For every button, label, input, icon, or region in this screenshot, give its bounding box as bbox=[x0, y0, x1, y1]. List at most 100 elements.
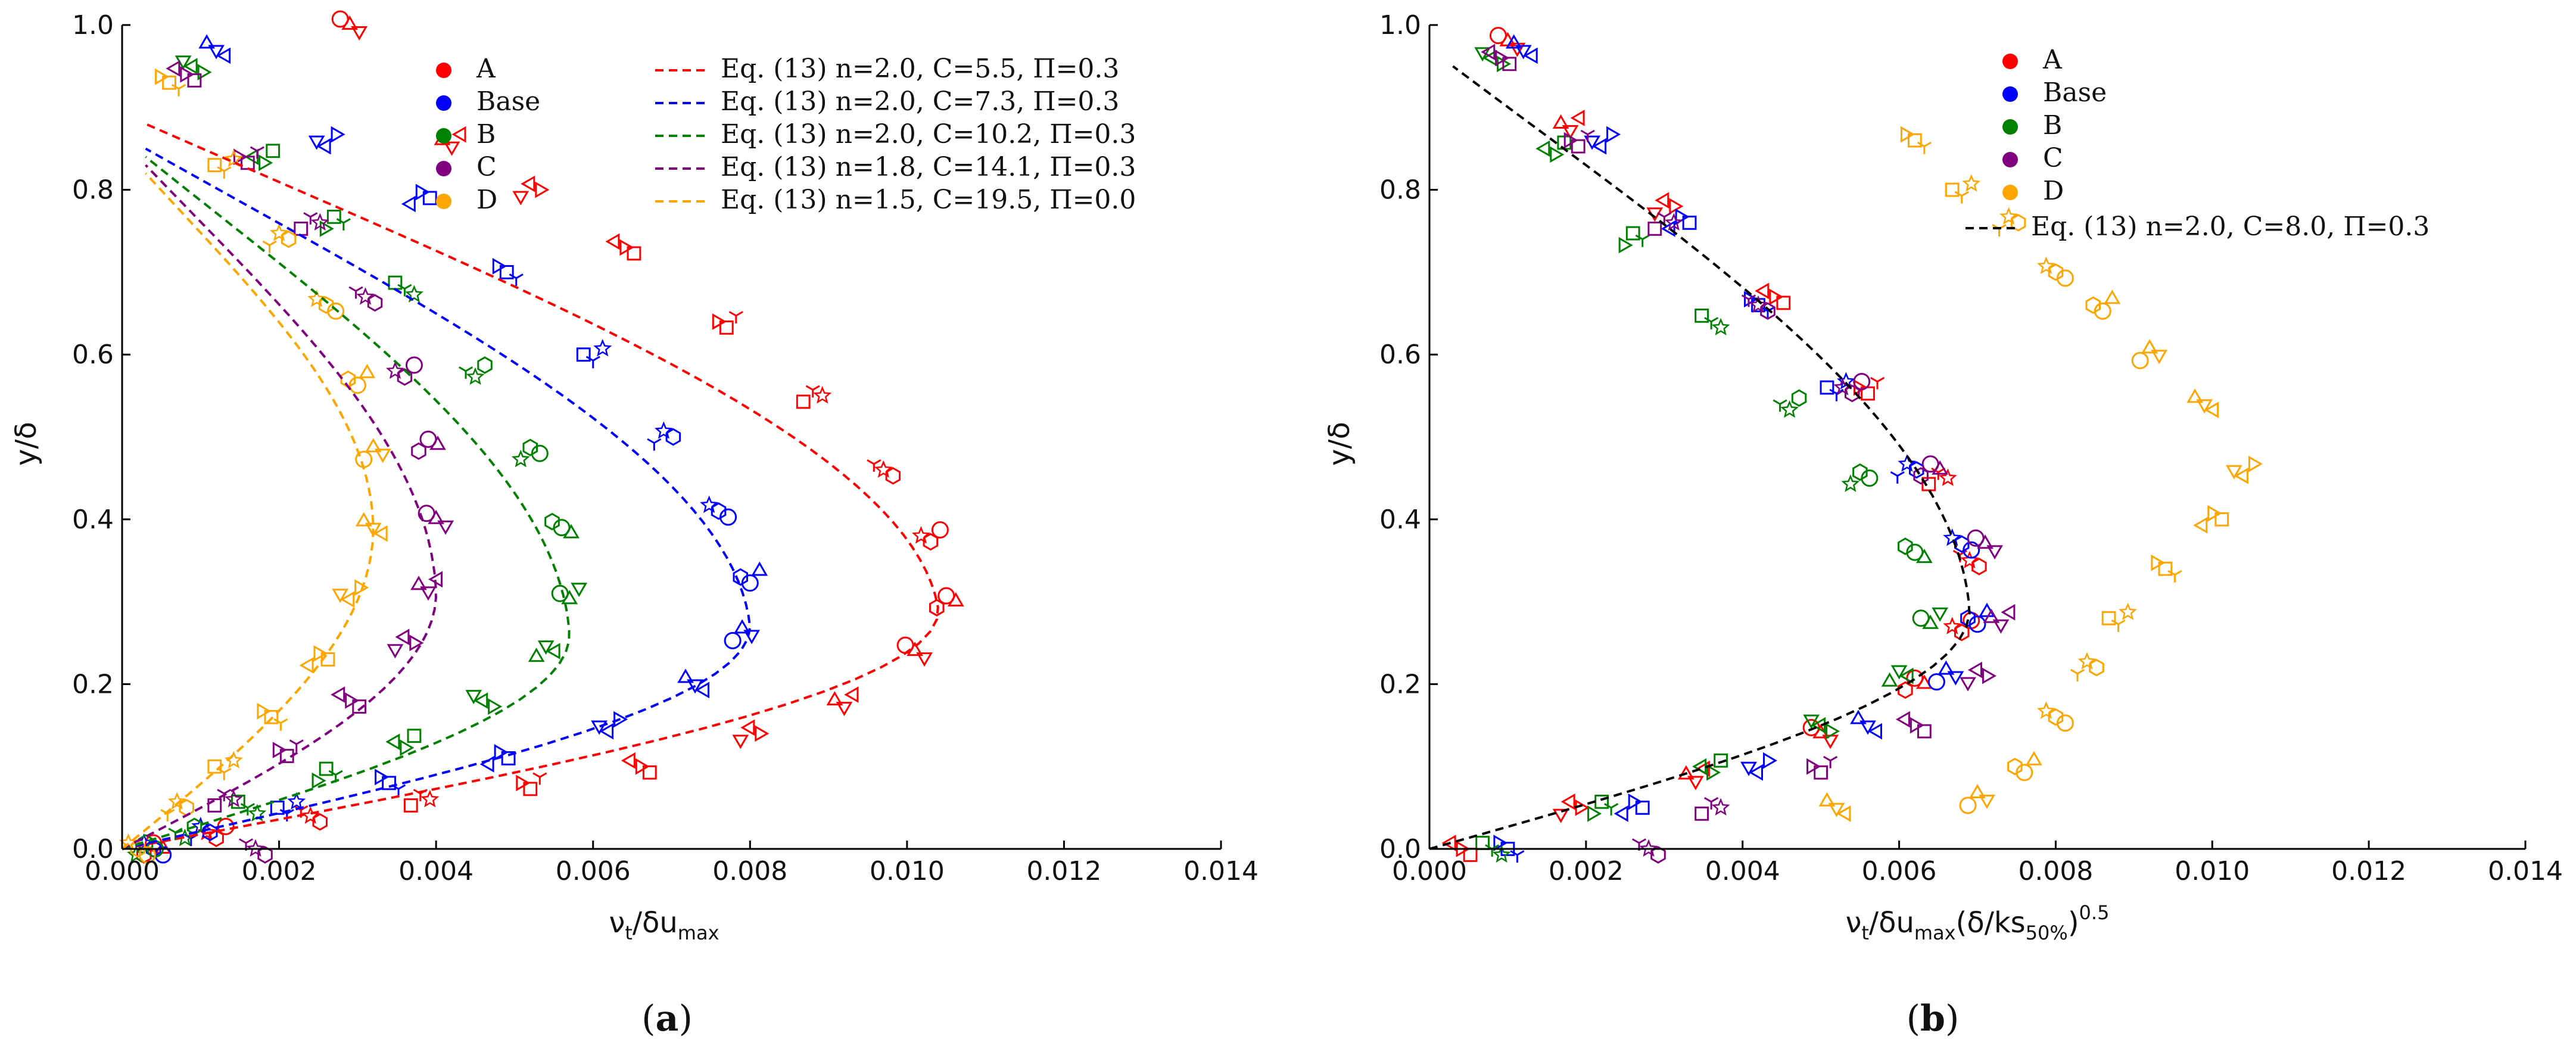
data-point-d bbox=[2036, 701, 2055, 719]
data-point-base bbox=[1515, 45, 1532, 60]
legend-label-base: Base bbox=[2043, 77, 2107, 108]
data-point-c bbox=[1853, 373, 1871, 391]
data-point-c bbox=[233, 148, 248, 166]
data-point-c bbox=[1960, 677, 1976, 692]
data-point-a bbox=[1560, 794, 1575, 810]
data-point-a bbox=[1755, 282, 1770, 300]
data-point-d bbox=[1979, 795, 1995, 809]
x-tick-label: 0.000 bbox=[85, 856, 160, 886]
data-point-d bbox=[2048, 708, 2064, 726]
data-point-base bbox=[677, 668, 694, 683]
data-point-c bbox=[428, 509, 445, 524]
data-point-b bbox=[319, 220, 334, 237]
data-point-base bbox=[1682, 216, 1697, 230]
data-point-base bbox=[1613, 805, 1628, 822]
data-point-d bbox=[2085, 296, 2101, 314]
data-point-c bbox=[395, 628, 410, 646]
data-point-base bbox=[1898, 454, 1917, 472]
data-point-base bbox=[665, 428, 681, 446]
data-point-a bbox=[420, 789, 440, 808]
panel-a-label: (a) bbox=[641, 998, 693, 1040]
fit-curve-base bbox=[122, 147, 752, 850]
data-point-base bbox=[1749, 764, 1763, 781]
data-point-b bbox=[1618, 237, 1633, 254]
data-point-base bbox=[331, 126, 345, 143]
data-point-a bbox=[635, 758, 650, 775]
data-point-a bbox=[931, 521, 949, 539]
data-point-b bbox=[1803, 714, 1820, 729]
data-point-base bbox=[1661, 220, 1675, 237]
data-point-base bbox=[1850, 710, 1867, 724]
data-point-a bbox=[627, 246, 641, 261]
data-point-b bbox=[466, 367, 485, 385]
x-tick-label: 0.008 bbox=[2018, 856, 2093, 886]
data-point-c bbox=[1983, 608, 2000, 623]
data-point-b bbox=[571, 583, 587, 598]
data-point-d bbox=[2094, 302, 2111, 320]
data-point-d bbox=[138, 846, 156, 864]
data-point-d bbox=[2207, 505, 2222, 522]
data-point-a bbox=[451, 126, 466, 143]
data-point-a bbox=[874, 460, 893, 478]
x-tick-label: 0.002 bbox=[1549, 856, 1624, 886]
data-point-base bbox=[1968, 615, 1986, 633]
data-point-a bbox=[516, 774, 531, 792]
data-point-c bbox=[246, 839, 265, 857]
y-tick-label: 0.0 bbox=[72, 834, 114, 864]
data-point-b bbox=[1695, 308, 1709, 323]
x-tick-label: 0.010 bbox=[2175, 856, 2250, 886]
data-point-base bbox=[1493, 835, 1508, 851]
data-point-c bbox=[1704, 797, 1719, 810]
data-point-a bbox=[403, 798, 418, 813]
data-point-c bbox=[166, 60, 180, 77]
data-point-a bbox=[512, 191, 529, 206]
data-point-d bbox=[1999, 207, 2019, 225]
data-point-d bbox=[2025, 751, 2042, 766]
data-point-a bbox=[1915, 674, 1933, 689]
y-tick-label: 0.8 bbox=[72, 175, 114, 206]
data-point-c bbox=[1741, 294, 1756, 307]
data-point-d bbox=[332, 589, 348, 603]
data-point-base bbox=[1763, 752, 1777, 769]
data-point-c bbox=[180, 66, 195, 83]
legend-label-d: D bbox=[2043, 176, 2064, 206]
data-point-base bbox=[1523, 47, 1538, 64]
data-point-a bbox=[443, 141, 460, 156]
data-point-d bbox=[217, 166, 232, 179]
x-tick-label: 0.000 bbox=[1392, 856, 1467, 886]
data-point-d bbox=[307, 289, 326, 307]
y-tick-label: 0.8 bbox=[1379, 175, 1421, 206]
data-point-a bbox=[885, 467, 901, 485]
data-point-d bbox=[373, 525, 388, 542]
data-point-c bbox=[303, 212, 318, 225]
data-point-d bbox=[348, 376, 366, 394]
data-point-a bbox=[836, 702, 853, 717]
data-point-d bbox=[217, 767, 232, 780]
data-point-c bbox=[272, 742, 287, 758]
data-point-d bbox=[1818, 792, 1836, 807]
data-point-b bbox=[1899, 667, 1914, 684]
data-point-base bbox=[733, 568, 748, 586]
data-point-d bbox=[2111, 619, 2126, 632]
data-point-b bbox=[474, 692, 488, 709]
panel-a: 0.000 0.002 0.004 0.006 0.008 0.010 0.012 0.014… bbox=[10, 10, 1259, 1040]
data-point-base bbox=[1859, 720, 1876, 735]
data-point-b bbox=[1635, 234, 1650, 247]
data-point-a bbox=[916, 652, 933, 667]
data-point-b bbox=[465, 690, 482, 705]
data-point-b bbox=[477, 356, 493, 374]
data-point-a bbox=[755, 725, 770, 742]
data-point-b bbox=[1791, 389, 1807, 407]
data-point-base bbox=[1947, 671, 1964, 686]
data-point-c bbox=[207, 798, 222, 813]
data-point-base bbox=[1635, 800, 1650, 815]
data-point-base bbox=[501, 751, 516, 766]
data-point-d bbox=[207, 158, 222, 173]
data-point-d bbox=[224, 149, 243, 167]
y-tick-label: 0.6 bbox=[1379, 340, 1421, 370]
data-point-c bbox=[1650, 846, 1666, 864]
data-point-base bbox=[741, 574, 759, 592]
data-point-base bbox=[492, 257, 507, 275]
data-point-a bbox=[740, 719, 755, 736]
data-point-b bbox=[1841, 474, 1860, 492]
